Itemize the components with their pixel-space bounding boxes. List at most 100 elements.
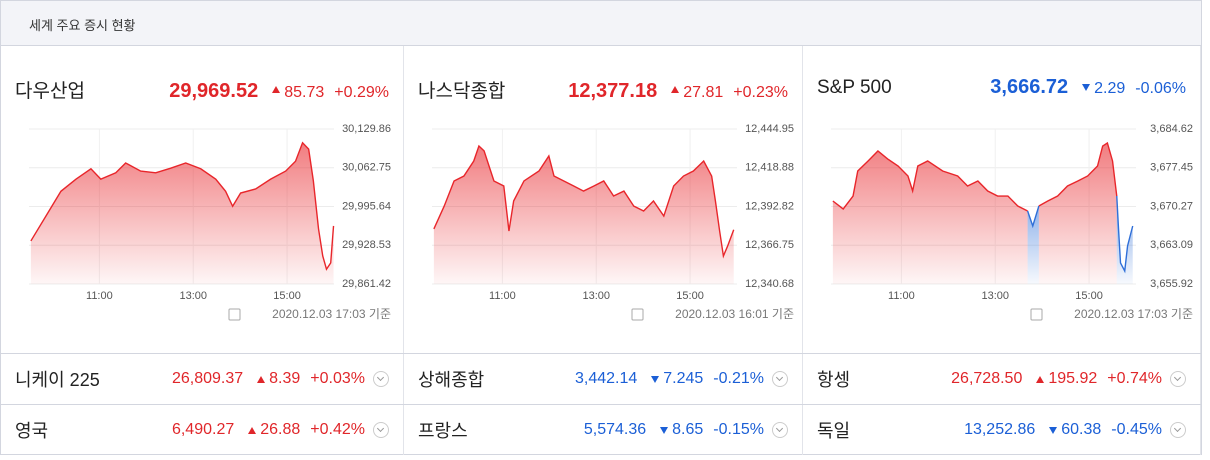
area (1027, 196, 1133, 284)
y-tick-label: 29,995.64 (342, 200, 391, 212)
time-label: 2020.12.03 17:03 기준 (1074, 307, 1193, 321)
x-tick-label: 11:00 (888, 290, 915, 302)
direction-arrow (1082, 84, 1091, 91)
index-name: S&P 500 (817, 77, 892, 98)
x-tick-label: 15:00 (1075, 290, 1103, 302)
change: 7.245 (663, 370, 704, 387)
x-tick-label: 15:00 (273, 290, 301, 302)
y-tick-label: 29,861.42 (342, 278, 391, 290)
index-panel: 29,861.42 29,928.53 29,995.64 30,062.75 30,1… (1, 46, 404, 353)
expand-button[interactable] (1170, 422, 1186, 438)
expand-button[interactable] (772, 371, 788, 387)
index-cell: 상해종합 3,442.14 7.245 -0.21% (404, 354, 803, 404)
price: 5,574.36 (583, 421, 647, 438)
index-cell: 영국 6,490.27 26.88 +0.42% (1, 405, 404, 455)
price: 12,377.18 (568, 80, 658, 102)
index-name: 독일 (817, 421, 851, 441)
expand-button[interactable] (373, 371, 389, 387)
change: 8.39 (269, 370, 301, 387)
index-name: 항셍 (817, 370, 851, 390)
time-label: 2020.12.03 17:03 기준 (272, 307, 391, 321)
direction-arrow (272, 86, 281, 93)
panel-head: S&P 500 3,666.72 2.29 -0.06% (817, 76, 1186, 99)
price: 29,969.52 (169, 80, 259, 102)
x-tick-label: 15:00 (676, 290, 704, 302)
line (30, 141, 335, 271)
line (832, 141, 1118, 212)
change-pct: +0.74% (1107, 370, 1162, 387)
price: 13,252.86 (964, 421, 1036, 438)
y-tick-label: 3,663.09 (1150, 239, 1193, 251)
change-pct: -0.06% (1135, 80, 1186, 97)
index-row: 영국 6,490.27 26.88 +0.42% 프랑스 5,574.36 8.65 -0.1… (1, 404, 1201, 455)
y-tick-label: 3,670.27 (1150, 200, 1193, 212)
x-tick-label: 11:00 (86, 290, 113, 302)
y-tick-label: 3,677.45 (1150, 162, 1193, 174)
change-pct: +0.42% (310, 421, 365, 438)
direction-arrow (248, 426, 257, 434)
price: 3,666.72 (990, 76, 1069, 98)
price: 6,490.27 (171, 421, 235, 438)
area (30, 142, 334, 284)
calendar-icon (1030, 308, 1043, 321)
price: 3,442.14 (574, 370, 638, 387)
y-tick-label: 29,928.53 (342, 239, 391, 251)
chart: 12,340.68 12,366.75 12,392.82 12,418.88 12,4… (432, 123, 794, 321)
x-tick-label: 13:00 (981, 290, 1009, 302)
y-tick-label: 30,062.75 (342, 162, 391, 174)
time-label: 2020.12.03 16:01 기준 (675, 307, 794, 321)
expand-button[interactable] (772, 422, 788, 438)
index-panel: 3,655.92 3,663.09 3,670.27 3,677.45 3,684.62… (803, 46, 1201, 353)
index-name: 다우산업 (15, 81, 85, 102)
change-pct: +0.03% (310, 370, 365, 387)
change: 27.81 (683, 84, 724, 101)
change: 26.88 (260, 421, 301, 438)
y-tick-label: 12,392.82 (745, 200, 794, 212)
expand-button[interactable] (1170, 371, 1186, 387)
area (832, 142, 1117, 284)
direction-arrow (257, 375, 266, 383)
y-tick-label: 12,340.68 (745, 278, 794, 290)
y-tick-label: 3,655.92 (1150, 278, 1193, 290)
index-cell: 프랑스 5,574.36 8.65 -0.15% (404, 405, 803, 455)
x-tick-label: 11:00 (489, 290, 516, 302)
panel-head: 나스닥종합 12,377.18 27.81 +0.23% (418, 76, 788, 103)
y-tick-label: 30,129.86 (342, 123, 391, 135)
change: 60.38 (1061, 421, 1102, 438)
direction-arrow (651, 375, 660, 383)
index-name: 영국 (15, 421, 49, 441)
change: 2.29 (1094, 80, 1126, 97)
direction-arrow (660, 426, 669, 434)
change-pct: +0.29% (334, 84, 389, 101)
change: 195.92 (1048, 370, 1098, 387)
direction-arrow (1049, 426, 1058, 434)
chart: 29,861.42 29,928.53 29,995.64 30,062.75 30,1… (29, 123, 391, 321)
header: 세계 주요 증시 현황 (1, 1, 1201, 46)
index-panel: 12,340.68 12,366.75 12,392.82 12,418.88 12,4… (404, 46, 803, 353)
direction-arrow (1036, 375, 1045, 383)
y-tick-label: 12,366.75 (745, 239, 794, 251)
index-cell: 독일 13,252.86 60.38 -0.45% (803, 405, 1201, 455)
index-name: 프랑스 (418, 421, 468, 441)
change-pct: +0.23% (733, 84, 788, 101)
change-pct: -0.45% (1111, 421, 1162, 438)
index-name: 나스닥종합 (418, 81, 506, 102)
header-title: 세계 주요 증시 현황 (29, 18, 136, 33)
change: 85.73 (284, 84, 325, 101)
expand-button[interactable] (373, 422, 389, 438)
change: 8.65 (672, 421, 704, 438)
price: 26,809.37 (171, 370, 244, 387)
index-cell: 니케이 225 26,809.37 8.39 +0.03% (1, 354, 404, 404)
index-cell: 항셍 26,728.50 195.92 +0.74% (803, 354, 1201, 404)
price: 26,728.50 (951, 370, 1023, 387)
index-name: 니케이 225 (15, 370, 100, 390)
chart: 3,655.92 3,663.09 3,670.27 3,677.45 3,684.62… (831, 123, 1193, 321)
panel-head: 다우산업 29,969.52 85.73 +0.29% (15, 76, 389, 103)
x-tick-label: 13:00 (179, 290, 207, 302)
area (433, 146, 734, 284)
y-tick-label: 12,444.95 (745, 123, 794, 135)
direction-arrow (671, 86, 680, 93)
line (433, 144, 735, 259)
calendar-icon (631, 308, 644, 321)
